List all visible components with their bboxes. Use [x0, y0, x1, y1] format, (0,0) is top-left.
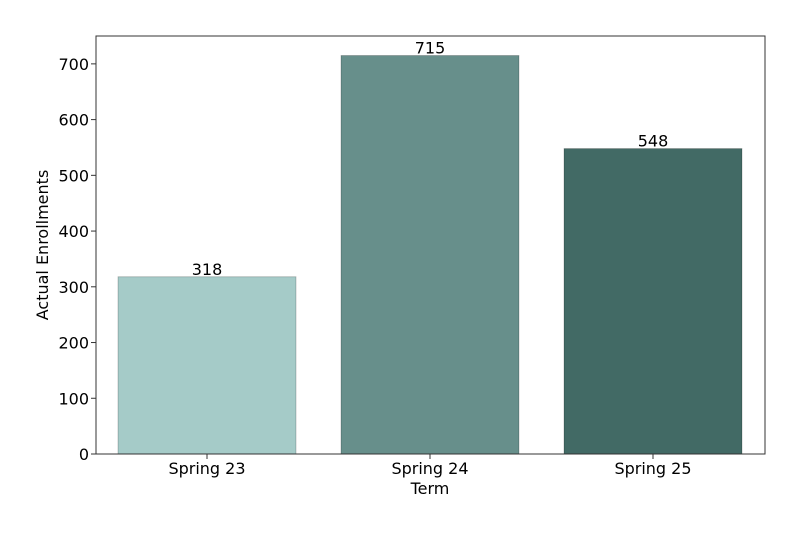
bar-spring-23 — [117, 276, 297, 455]
y-axis-title: Actual Enrollments — [33, 170, 52, 321]
x-tick-label: Spring 23 — [168, 459, 245, 478]
y-tick-label: 400 — [58, 222, 89, 241]
bars — [117, 55, 743, 455]
x-axis-title: Term — [410, 479, 450, 498]
x-axis: Spring 23 Spring 24 Spring 25 — [168, 454, 692, 478]
bar-value-label: 548 — [638, 132, 669, 151]
y-tick-label: 0 — [79, 445, 89, 464]
y-tick-label: 700 — [58, 55, 89, 74]
y-tick-label: 600 — [58, 111, 89, 130]
x-tick-label: Spring 24 — [391, 459, 468, 478]
y-tick-label: 300 — [58, 278, 89, 297]
y-axis: 0 100 200 300 400 500 600 700 — [58, 55, 96, 464]
bar-spring-25 — [563, 148, 743, 455]
bar-value-label: 715 — [415, 39, 446, 58]
bar-spring-24 — [340, 55, 520, 455]
bar-value-label: 318 — [192, 260, 223, 279]
y-tick-label: 200 — [58, 334, 89, 353]
y-tick-label: 100 — [58, 389, 89, 408]
x-tick-label: Spring 25 — [614, 459, 691, 478]
data-labels: 318 715 548 — [192, 39, 669, 279]
y-tick-label: 500 — [58, 166, 89, 185]
